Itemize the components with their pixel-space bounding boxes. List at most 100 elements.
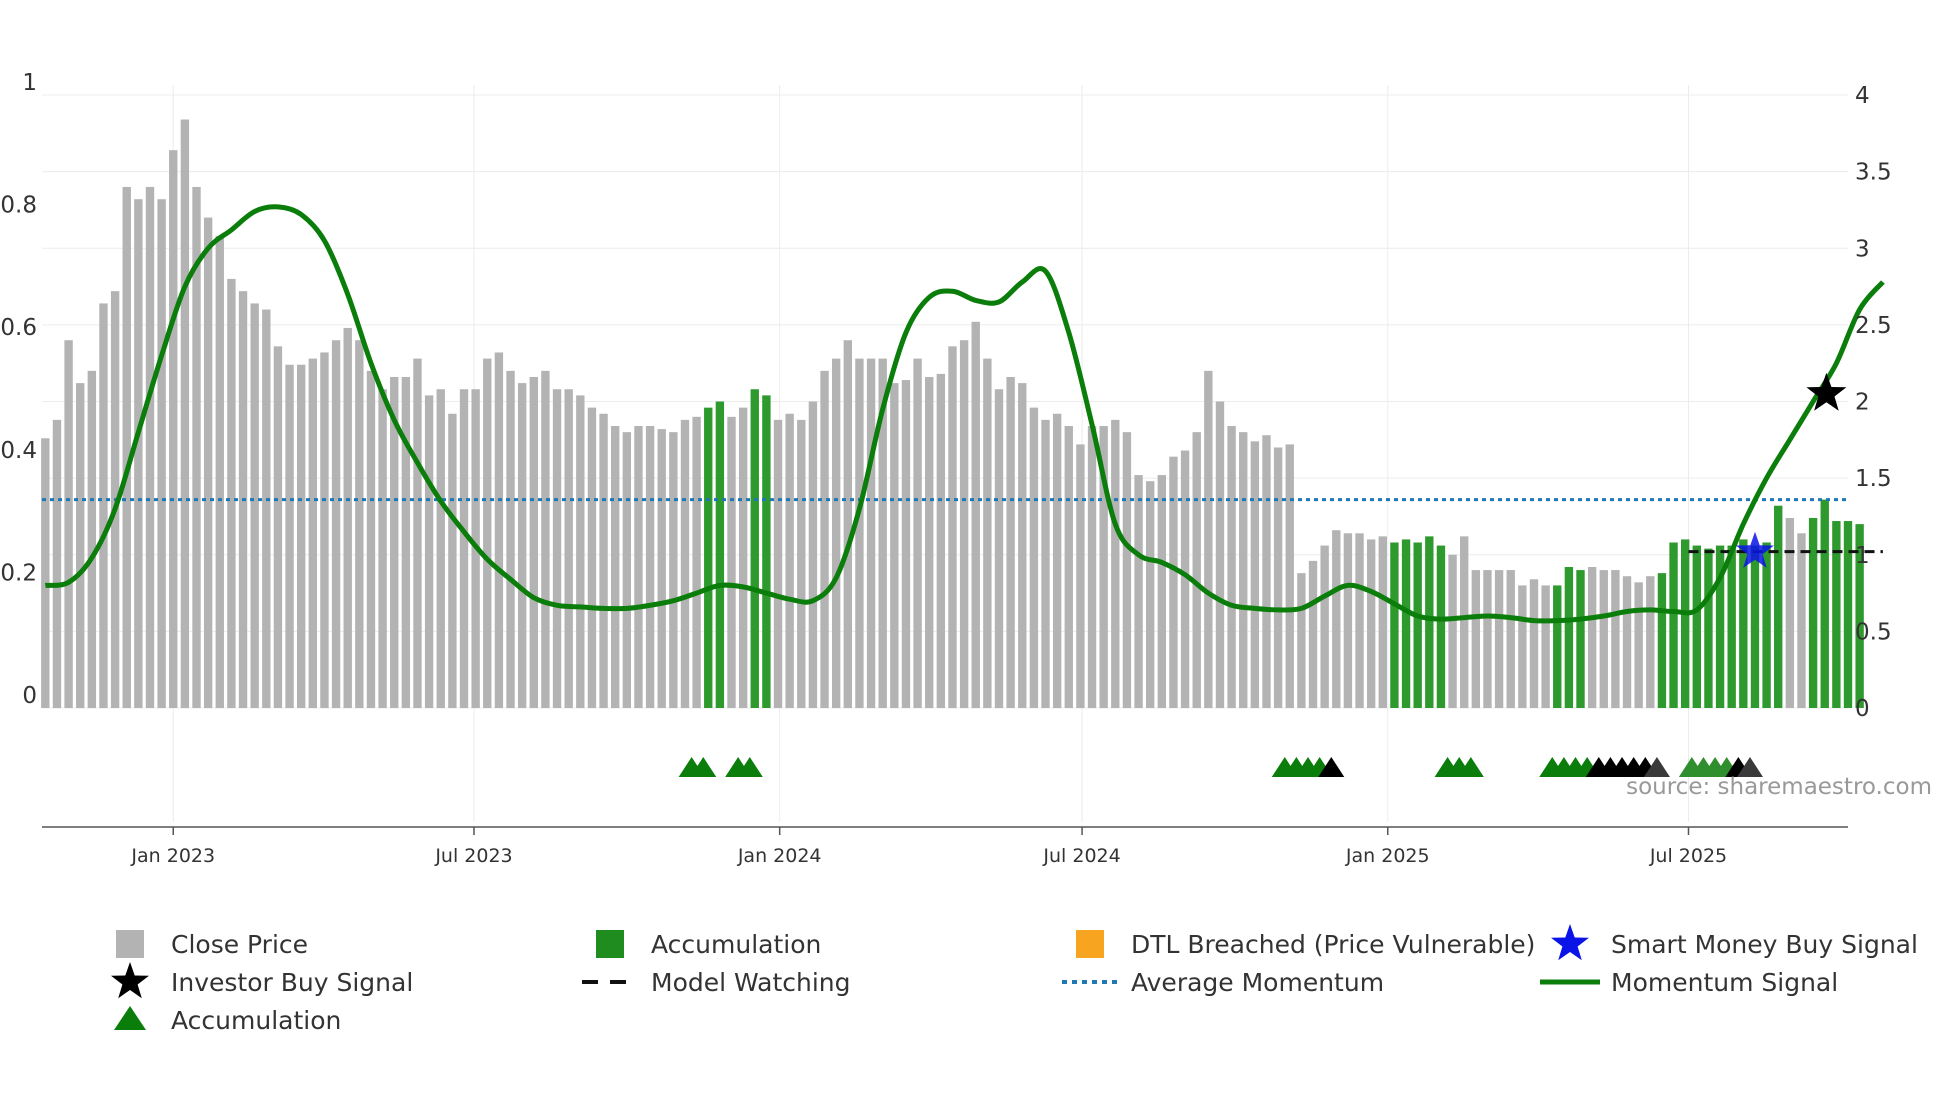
close-price-bar	[1076, 444, 1085, 708]
accumulation-bar	[1657, 573, 1667, 708]
close-price-bar	[541, 370, 550, 708]
close-price-bar	[1180, 450, 1190, 708]
legend-triangle-icon	[114, 1006, 146, 1030]
close-price-bar	[611, 426, 620, 708]
close-price-bar	[262, 309, 271, 708]
close-price-bar	[215, 235, 224, 709]
close-price-bar	[878, 358, 887, 708]
close-price-bar	[1169, 456, 1178, 708]
close-price-bar	[1506, 570, 1515, 708]
close-price-bar	[1146, 481, 1155, 708]
close-price-bar	[250, 303, 259, 708]
legend-label: Momentum Signal	[1611, 968, 1838, 997]
close-price-bar	[436, 389, 445, 708]
right-tick-label: 1	[1855, 543, 1870, 569]
right-tick-label: 1.5	[1855, 466, 1892, 492]
close-price-bar	[424, 395, 434, 708]
close-price-bar	[134, 199, 143, 708]
close-price-bar	[890, 383, 899, 708]
close-price-bar	[843, 340, 852, 708]
accumulation-bar	[750, 389, 759, 708]
close-price-bar	[1018, 383, 1027, 708]
source-label: source: sharemaestro.com	[1626, 774, 1932, 800]
close-price-bar	[494, 352, 504, 708]
close-price-bar	[680, 419, 690, 708]
accumulation-bar	[1832, 521, 1841, 708]
close-price-bar	[1215, 401, 1225, 708]
close-price-bar	[948, 346, 957, 708]
legend-item: Average Momentum	[1062, 968, 1384, 997]
accumulation-bar	[1413, 542, 1422, 708]
close-price-bar	[936, 373, 946, 708]
close-price-bar	[1157, 475, 1167, 708]
close-price-bar	[1285, 444, 1294, 708]
close-price-bar	[76, 383, 85, 708]
accumulation-bar	[1739, 539, 1748, 708]
close-price-bar	[1366, 539, 1376, 708]
close-price-bar	[669, 432, 678, 708]
accumulation-triangle	[1457, 757, 1484, 777]
legend-label: Accumulation	[171, 1006, 341, 1035]
close-price-bar	[331, 340, 341, 708]
close-price-bar	[1262, 435, 1271, 708]
accumulation-bar	[1843, 521, 1853, 708]
accumulation-bar	[1669, 542, 1678, 708]
close-price-bar	[413, 358, 422, 708]
right-tick-label: 2	[1855, 390, 1870, 416]
close-price-bar	[1204, 370, 1213, 708]
legend-item: DTL Breached (Price Vulnerable)	[1076, 930, 1535, 959]
legend-star-icon	[1551, 924, 1589, 961]
close-price-bar	[1634, 582, 1643, 708]
close-price-bar	[355, 340, 364, 708]
legend-label: Accumulation	[651, 930, 821, 959]
close-price-bar	[901, 380, 911, 708]
close-price-bar	[808, 401, 818, 708]
legend-label: Smart Money Buy Signal	[1611, 930, 1918, 959]
close-price-bar	[1587, 567, 1597, 708]
close-price-bar	[343, 327, 352, 708]
close-price-bar	[1646, 576, 1655, 708]
accumulation-bar	[1704, 548, 1713, 708]
close-price-bar	[1494, 570, 1504, 708]
investor-buy-star	[1806, 372, 1847, 411]
close-price-bar	[1227, 426, 1236, 708]
accumulation-bar	[1680, 539, 1690, 708]
left-tick-label: 0.6	[0, 315, 37, 341]
close-price-bar	[52, 419, 62, 708]
accumulation-triangle	[736, 757, 763, 777]
x-tick-label: Jan 2023	[130, 845, 215, 867]
close-price-bar	[1122, 432, 1132, 708]
accumulation-bar	[1727, 545, 1736, 708]
close-price-bar	[99, 303, 108, 708]
close-price-bar	[1239, 432, 1248, 708]
legend-item: Investor Buy Signal	[111, 962, 413, 999]
close-price-bar	[1797, 533, 1806, 708]
accumulation-bar	[1390, 542, 1399, 708]
close-price-bar	[576, 395, 585, 708]
close-price-bar	[145, 186, 155, 708]
left-tick-label: 0.8	[0, 193, 37, 219]
close-price-bar	[1541, 585, 1550, 708]
close-price-bar	[459, 389, 469, 708]
close-price-bar	[773, 419, 783, 708]
close-price-bar	[1064, 426, 1073, 708]
close-price-bar	[308, 358, 318, 708]
accumulation-triangles	[678, 757, 1763, 777]
close-price-bar	[1320, 545, 1329, 708]
close-price-bar	[645, 426, 655, 708]
close-price-bar	[157, 199, 166, 708]
axes: 0 0.2 0.4 0.6 0.8 1 0 0.5 1 1.5 2 2.5 3 3.5 4 Jan 2023 J…	[0, 70, 1891, 867]
close-price-bar	[1518, 585, 1527, 708]
legend: Close Price Accumulation DTL Breached (Pri…	[111, 924, 1918, 1035]
right-tick-label: 3.5	[1855, 160, 1892, 186]
accumulation-bar	[715, 401, 725, 708]
close-price-bar	[1785, 517, 1795, 708]
close-price-bar	[831, 358, 841, 708]
accumulation-bar	[1425, 536, 1434, 708]
right-tick-label: 2.5	[1855, 313, 1892, 339]
legend-square-icon	[596, 930, 624, 958]
x-tick-label: Jan 2024	[737, 845, 822, 867]
accumulation-bar	[1692, 545, 1701, 708]
close-price-bar	[1355, 533, 1364, 708]
close-price-bar	[994, 389, 1004, 708]
